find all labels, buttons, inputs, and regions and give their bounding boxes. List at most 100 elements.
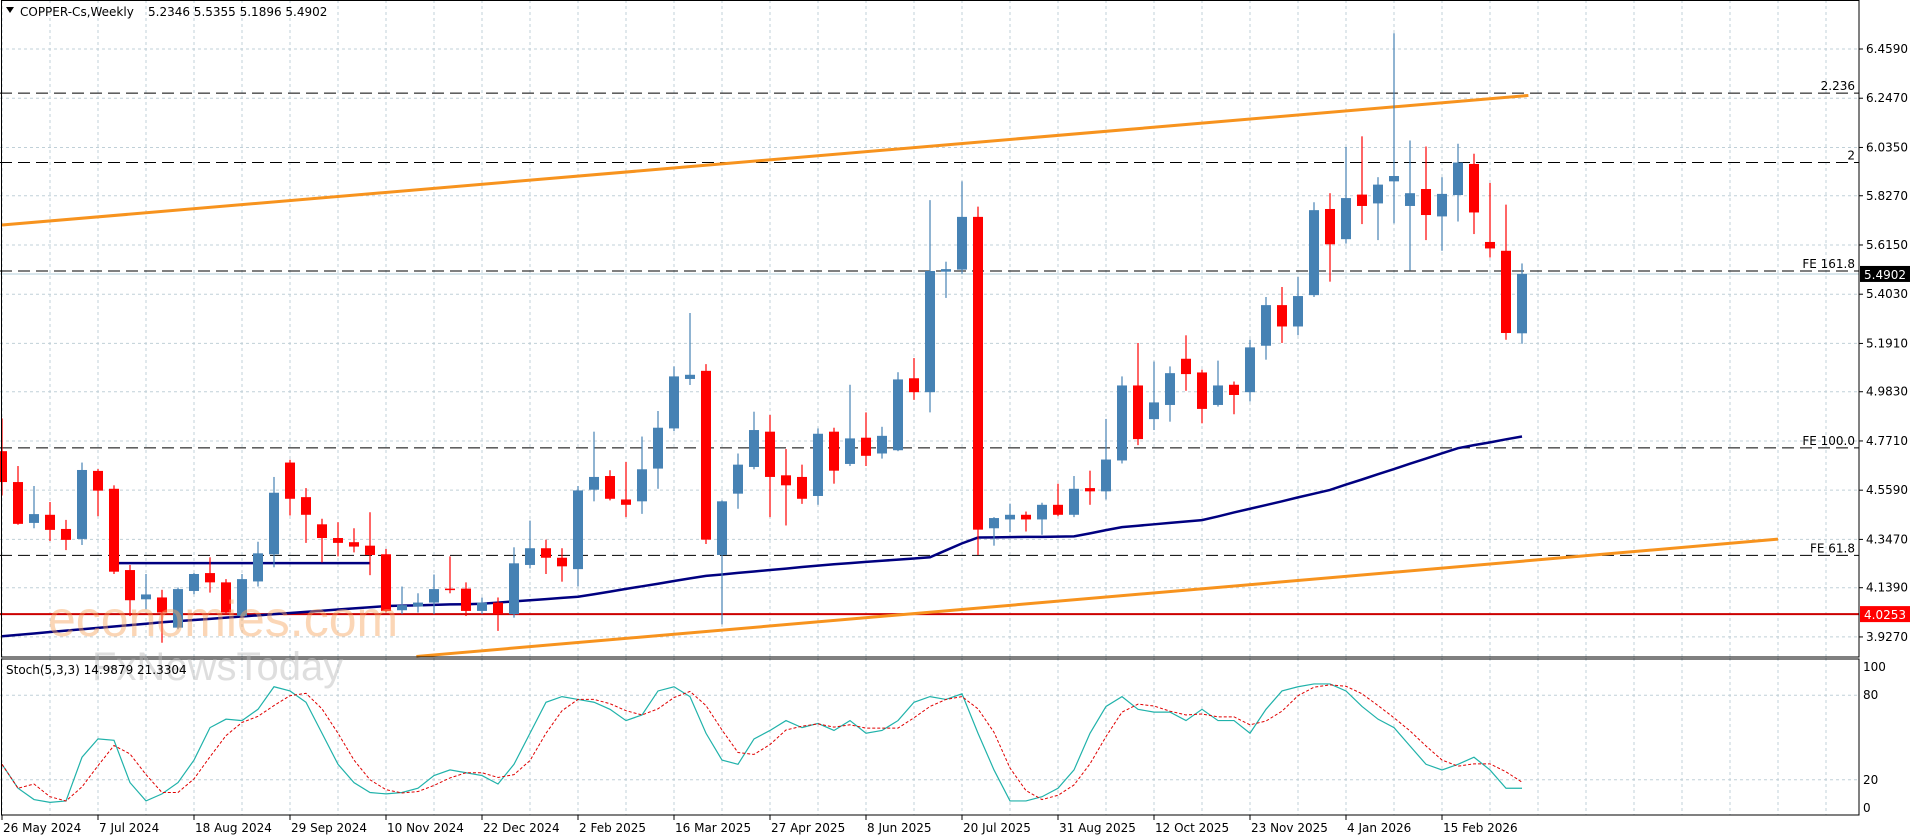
bull-candle xyxy=(589,431,599,502)
bull-candle xyxy=(1517,263,1527,344)
bear-candle xyxy=(221,579,231,615)
x-tick-label: 2 Feb 2025 xyxy=(579,821,646,835)
bear-candle xyxy=(1085,470,1095,505)
bear-candle xyxy=(861,412,871,467)
bear-candle xyxy=(1325,193,1335,282)
fibonacci-levels: 2.236 2 FE 161.8 FE 100.0 FE 61.8 xyxy=(0,79,1859,556)
x-tick-label: 29 Sep 2024 xyxy=(291,821,367,835)
candle-body xyxy=(829,431,839,471)
candle-body xyxy=(1181,358,1191,375)
candle-body xyxy=(157,597,167,613)
bull-candle xyxy=(253,541,263,587)
candle-body xyxy=(1309,210,1319,296)
candle-body xyxy=(1037,504,1047,520)
candle-body xyxy=(1453,162,1463,196)
bull-candle xyxy=(749,411,759,470)
stoch-label: Stoch(5,3,3) 14.9879 21.3304 xyxy=(6,663,187,677)
candle-body xyxy=(861,437,871,456)
y-tick-label: 4.1390 xyxy=(1866,581,1908,595)
candle-body xyxy=(749,430,759,467)
x-tick-label: 8 Jun 2025 xyxy=(867,821,932,835)
support-price-label: 4.0253 xyxy=(1864,608,1906,622)
y-tick-label: 5.1910 xyxy=(1866,336,1908,350)
candle-body xyxy=(1293,296,1303,327)
bull-candle xyxy=(269,476,279,568)
candle-body xyxy=(1325,208,1335,245)
candle-body xyxy=(333,538,343,543)
bull-candle xyxy=(989,517,999,546)
y-tick-label: 5.6150 xyxy=(1866,238,1908,252)
candle-body xyxy=(1005,514,1015,520)
bear-candle xyxy=(317,518,327,563)
y-tick-label: 5.8270 xyxy=(1866,189,1908,203)
candle-body xyxy=(685,374,695,379)
candle-body xyxy=(525,548,535,565)
candle-body xyxy=(253,553,263,582)
stoch-tick-label: 80 xyxy=(1863,688,1878,702)
bull-candle xyxy=(733,453,743,509)
bear-candle xyxy=(797,464,807,504)
candle-body xyxy=(589,476,599,490)
candle-body xyxy=(1165,373,1175,405)
candle-body xyxy=(989,518,999,529)
candle-body xyxy=(141,594,151,600)
candle-body xyxy=(285,462,295,499)
fib-level-label: 2 xyxy=(1847,149,1855,163)
candle-body xyxy=(941,269,951,272)
bear-candle xyxy=(381,548,391,613)
watermark-fxnewstoday: FxNewsToday xyxy=(92,645,343,689)
candle-body xyxy=(189,574,199,591)
bear-candle xyxy=(1229,381,1239,415)
bull-candle xyxy=(1245,339,1255,402)
candle-body xyxy=(973,216,983,530)
bull-candle xyxy=(669,366,679,432)
bull-candle xyxy=(637,436,647,514)
candle-body xyxy=(301,497,311,515)
triangle-down-icon[interactable] xyxy=(6,7,14,13)
candle-body xyxy=(845,438,855,464)
bear-candle xyxy=(365,512,375,576)
bull-candle xyxy=(189,573,199,595)
x-tick-label: 26 May 2024 xyxy=(3,821,81,835)
bull-candle xyxy=(925,200,935,413)
bull-candle xyxy=(1437,177,1447,251)
candle-body xyxy=(1437,193,1447,217)
candle-body xyxy=(93,470,103,491)
candle-body xyxy=(1277,305,1287,327)
y-tick-label: 5.4030 xyxy=(1866,287,1908,301)
candle-body xyxy=(1085,488,1095,492)
y-tick-label: 6.2470 xyxy=(1866,91,1908,105)
bull-candle xyxy=(957,181,967,274)
bull-candle xyxy=(1101,418,1111,500)
candle-body xyxy=(1501,250,1511,333)
x-tick-label: 22 Dec 2024 xyxy=(483,821,560,835)
x-tick-label: 23 Nov 2025 xyxy=(1251,821,1328,835)
candle-body xyxy=(29,514,39,523)
candle-body xyxy=(1021,514,1031,520)
bull-candle xyxy=(893,372,903,452)
candle-body xyxy=(1117,385,1127,461)
candle-body xyxy=(1229,384,1239,395)
y-tick-label: 4.9830 xyxy=(1866,385,1908,399)
moving-average-line xyxy=(1,435,1523,638)
fib-level-label: FE 161.8 xyxy=(1802,257,1855,271)
channel-lower-line xyxy=(416,537,1779,658)
candle-body xyxy=(125,570,135,601)
bear-candle xyxy=(461,582,471,617)
candle-body xyxy=(0,451,7,483)
main-pane-border xyxy=(1,0,1860,658)
stoch-d-line xyxy=(1,684,1523,802)
bear-candle xyxy=(285,459,295,516)
candle-body xyxy=(877,435,887,454)
candle-body xyxy=(381,554,391,611)
candle-body xyxy=(605,476,615,499)
support-price-tag xyxy=(1860,606,1910,623)
stoch-k-line xyxy=(1,683,1522,803)
current-price-label: 5.4902 xyxy=(1864,268,1906,282)
x-tick-label: 27 Apr 2025 xyxy=(771,821,845,835)
ohlc-readout: 5.2346 5.5355 5.1896 5.4902 xyxy=(148,5,327,19)
channel-upper-line xyxy=(1,93,1529,227)
bull-candle xyxy=(813,428,823,505)
bull-candle xyxy=(1069,476,1079,518)
